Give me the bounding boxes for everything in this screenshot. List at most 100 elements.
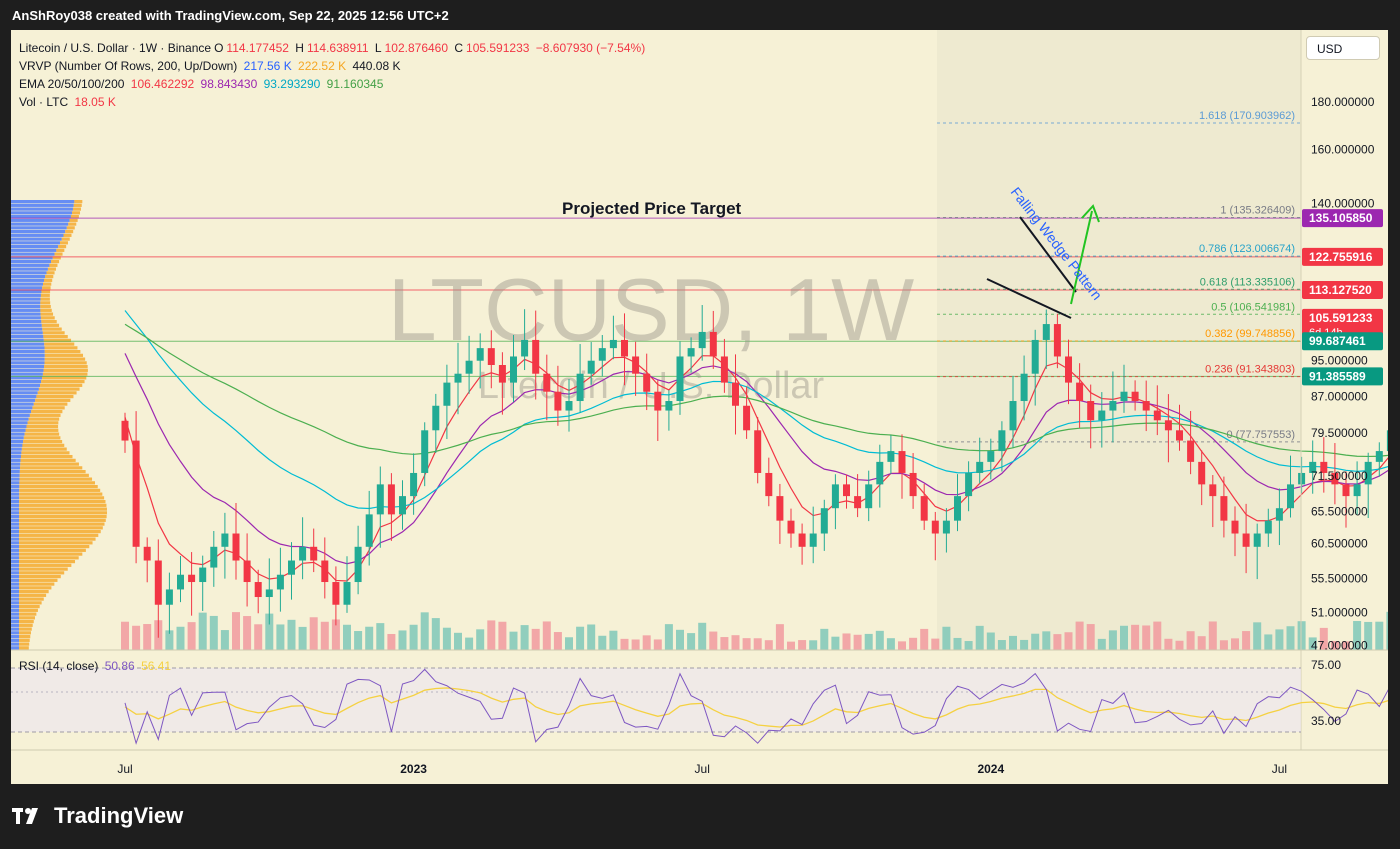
vrvp-down-bar xyxy=(19,646,29,650)
volume-bar xyxy=(986,632,995,650)
vrvp-profile xyxy=(11,200,108,650)
candle-body xyxy=(332,582,340,605)
vrvp-up-bar xyxy=(11,526,20,530)
candle-body xyxy=(554,391,562,411)
vrvp-up-bar xyxy=(11,413,30,417)
vrvp-down-bar xyxy=(19,492,103,496)
candle-body xyxy=(720,356,728,383)
vrvp-down-bar xyxy=(19,623,33,627)
vrvp-down-bar xyxy=(19,635,31,639)
wedge-lower-line[interactable] xyxy=(986,278,1072,319)
vrvp-up-bar xyxy=(11,447,22,451)
vrvp-up-bar xyxy=(11,612,19,616)
volume-bar xyxy=(931,638,940,650)
vrvp-down-bar xyxy=(40,312,54,316)
candle-body xyxy=(1309,461,1317,473)
vrvp-down-bar xyxy=(65,230,74,234)
vrvp-down-bar xyxy=(40,308,52,312)
chart-frame[interactable]: 1.618 (170.903962) 1 (135.326409) 0.786 (1… xyxy=(11,30,1388,784)
candle-body xyxy=(1220,496,1228,521)
wedge-upper-line[interactable] xyxy=(1019,216,1077,293)
volume-bar xyxy=(431,618,440,650)
vrvp-down-bar xyxy=(19,597,44,601)
volume-bar xyxy=(1164,638,1173,650)
vrvp-down-bar xyxy=(72,207,81,211)
y-tick-label: 65.500000 xyxy=(1311,504,1368,518)
legend-price: Litecoin / U.S. Dollar · 1W · Binance O 11… xyxy=(19,41,646,55)
vrvp-down-bar xyxy=(40,383,83,387)
candle-body xyxy=(820,508,828,534)
candle-body xyxy=(1098,410,1106,421)
vrvp-up-bar xyxy=(11,218,70,222)
vrvp-up-bar xyxy=(11,207,73,211)
fib-label: 1.618 (170.903962) xyxy=(1199,110,1295,122)
vrvp-down-bar xyxy=(44,365,88,369)
vrvp-down-bar xyxy=(19,488,101,492)
breakout-arrow[interactable] xyxy=(1070,210,1093,305)
vrvp-up-bar xyxy=(11,271,47,275)
x-tick-label: Jul xyxy=(1272,762,1287,776)
vrvp-up-bar xyxy=(11,642,19,646)
volume-bar xyxy=(1342,641,1350,650)
y-tick-label: 60.500000 xyxy=(1311,536,1368,550)
candle-body xyxy=(432,405,440,431)
volume-bar xyxy=(398,630,407,650)
tradingview-logo-icon xyxy=(12,808,38,824)
vrvp-down-bar xyxy=(20,455,73,459)
candle-body xyxy=(177,574,184,590)
vrvp-down-bar xyxy=(20,458,76,462)
volume-bar xyxy=(764,640,773,650)
volume-bar xyxy=(709,631,718,650)
candle-body xyxy=(1342,484,1350,497)
candle-body xyxy=(299,546,307,561)
candle-body xyxy=(709,331,717,357)
vrvp-down-bar xyxy=(20,466,83,470)
vrvp-up-bar xyxy=(11,308,41,312)
vrvp-down-bar xyxy=(45,275,54,279)
target-label: Projected Price Target xyxy=(562,199,742,218)
volume-bar xyxy=(631,639,640,650)
candle-body xyxy=(743,405,751,431)
volume-bar xyxy=(798,640,807,650)
volume-bar xyxy=(687,633,696,650)
vrvp-down-bar xyxy=(40,293,50,297)
vrvp-up-bar xyxy=(11,481,20,485)
vrvp-down-bar xyxy=(28,417,60,421)
vrvp-up-bar xyxy=(11,297,41,301)
currency-selector[interactable]: USD xyxy=(1306,36,1380,60)
vrvp-down-bar xyxy=(19,485,98,489)
y-tick-label: 47.000000 xyxy=(1311,639,1368,653)
vrvp-down-bar xyxy=(19,567,68,571)
volume-bar xyxy=(520,625,529,650)
volume-bar xyxy=(232,612,240,650)
candle-body xyxy=(776,496,784,521)
vrvp-up-bar xyxy=(11,237,62,241)
vrvp-up-bar xyxy=(11,301,41,305)
candle-body xyxy=(1020,373,1028,402)
vrvp-down-bar xyxy=(38,387,80,391)
vrvp-up-bar xyxy=(11,316,41,320)
candle-body xyxy=(288,560,295,575)
volume-bar xyxy=(676,629,684,650)
candle-body xyxy=(732,382,739,406)
candle-body xyxy=(576,373,584,402)
vrvp-up-bar xyxy=(11,432,25,436)
candle-body xyxy=(199,567,207,583)
volume-bar xyxy=(1297,621,1306,650)
vrvp-down-bar xyxy=(19,481,96,485)
candle-body xyxy=(1176,430,1183,441)
vrvp-down-bar xyxy=(19,545,90,549)
volume-bar xyxy=(775,624,784,650)
rsi-ma-line xyxy=(124,687,1388,728)
vrvp-down-bar xyxy=(56,248,65,252)
vrvp-down-bar xyxy=(47,267,56,271)
price-chart[interactable]: 1.618 (170.903962) 1 (135.326409) 0.786 (1… xyxy=(11,30,1388,784)
vrvp-down-bar xyxy=(43,335,68,339)
vrvp-down-bar xyxy=(66,226,75,230)
chart-legend: Litecoin / U.S. Dollar · 1W · Binance O 11… xyxy=(19,39,648,111)
candle-body xyxy=(876,461,884,485)
candle-body xyxy=(1053,324,1061,357)
candle-body xyxy=(831,484,839,509)
price-tag-bg xyxy=(1302,332,1383,351)
candle-body xyxy=(632,356,640,374)
